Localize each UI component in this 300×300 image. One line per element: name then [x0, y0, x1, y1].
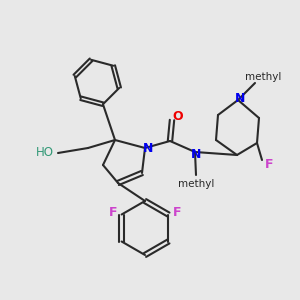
Text: F: F: [173, 206, 182, 219]
Text: methyl: methyl: [245, 72, 281, 82]
Text: N: N: [143, 142, 153, 154]
Text: methyl: methyl: [178, 179, 214, 189]
Text: F: F: [110, 206, 118, 219]
Text: F: F: [265, 158, 273, 170]
Text: O: O: [173, 110, 183, 122]
Text: HO: HO: [36, 146, 54, 160]
Text: N: N: [235, 92, 245, 106]
Text: N: N: [191, 148, 201, 161]
